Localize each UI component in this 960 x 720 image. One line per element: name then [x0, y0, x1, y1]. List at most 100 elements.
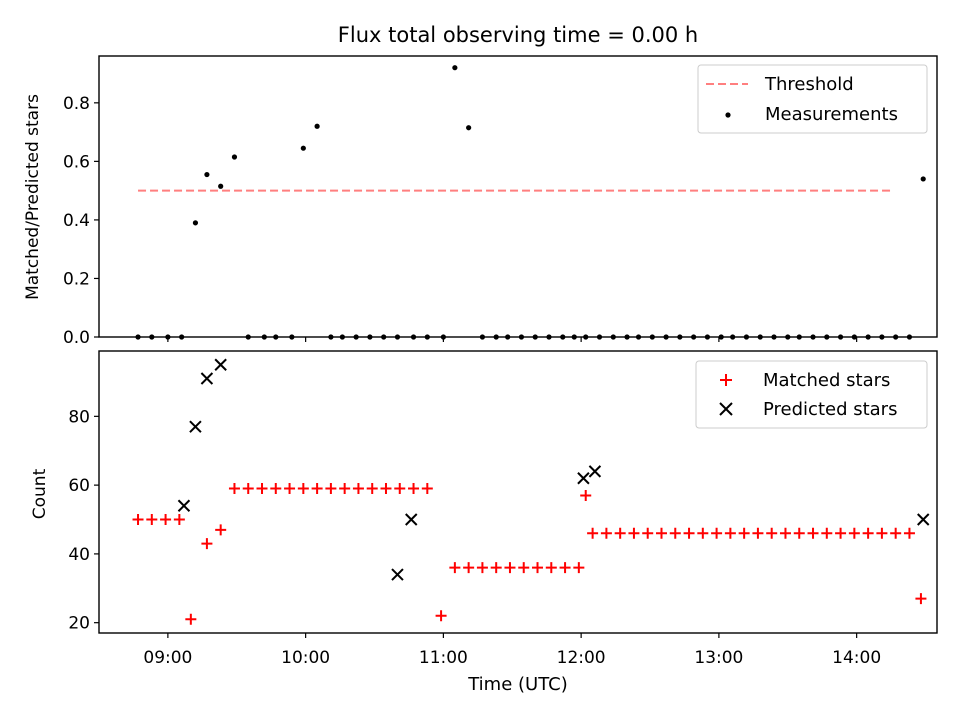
- top-plot-frame: [98, 55, 938, 338]
- measurement-point: [493, 334, 499, 340]
- matched-star-point: [642, 527, 654, 539]
- matched-star-point: [807, 527, 819, 539]
- matched-star-point: [915, 593, 927, 605]
- matched-star-point: [614, 527, 626, 539]
- matched-star-point: [449, 562, 461, 574]
- top-legend-box: [697, 64, 928, 134]
- top-y-tick-label: 0.0: [63, 328, 90, 348]
- bottom-plot-frame: [98, 350, 938, 634]
- matched-star-point: [890, 527, 902, 539]
- x-tick-label: 10:00: [281, 648, 330, 668]
- measurement-point: [518, 334, 525, 340]
- measurement-point: [730, 334, 736, 340]
- matched-star-point: [504, 562, 516, 574]
- matched-star-point: [600, 527, 612, 539]
- matched-star-point: [242, 483, 254, 495]
- measurement-point: [339, 334, 345, 340]
- matched-star-point: [545, 562, 557, 574]
- matched-star-point: [146, 514, 158, 526]
- measurement-point: [479, 334, 486, 340]
- predicted-star-point: [177, 499, 191, 512]
- measurement-point: [466, 125, 472, 131]
- measurement-point: [624, 334, 630, 340]
- matched-star-point: [173, 514, 185, 526]
- bottom-legend-box: [695, 360, 928, 429]
- measurement-point: [204, 171, 210, 178]
- matched-star-point: [463, 562, 475, 574]
- matched-star-point: [132, 514, 144, 526]
- matched-legend-swatch: [720, 374, 732, 386]
- predicted-star-point: [189, 420, 202, 433]
- measurements-legend-swatch: [725, 112, 731, 118]
- measurement-point: [743, 334, 750, 340]
- measurement-point: [165, 334, 171, 340]
- matched-star-point: [724, 527, 736, 539]
- x-tick-label: 14:00: [832, 648, 881, 668]
- top-legend: Threshold Measurements: [697, 64, 928, 134]
- predicted-star-point: [577, 472, 590, 485]
- measurement-point: [824, 334, 830, 340]
- matched-star-point: [201, 538, 213, 550]
- measurement-point: [410, 334, 417, 340]
- bottom-y-tick-label: 40: [68, 545, 90, 565]
- predicted-star-point: [917, 513, 930, 526]
- matched-star-point: [325, 483, 337, 495]
- measurement-point: [440, 334, 446, 340]
- measurement-point: [583, 334, 589, 340]
- bottom-y-axis-label: Count: [30, 468, 50, 519]
- bottom-y-tick-label: 20: [68, 614, 90, 634]
- measurement-point: [314, 123, 320, 129]
- matched-star-point: [270, 483, 282, 495]
- measurement-point: [218, 183, 224, 189]
- matched-star-point: [587, 527, 599, 539]
- matched-star-point: [256, 483, 268, 495]
- matched-star-point: [394, 483, 406, 495]
- measurement-point: [906, 334, 913, 340]
- chart-title: Flux total observing time = 0.00 h: [338, 23, 698, 47]
- measurement-point: [704, 334, 711, 340]
- predicted-star-point: [200, 372, 214, 385]
- matched-star-point: [835, 527, 847, 539]
- matched-star-point: [490, 562, 502, 574]
- matched-star-point: [821, 527, 833, 539]
- measurement-point: [231, 154, 238, 160]
- measurement-point: [149, 334, 155, 340]
- measurement-point: [879, 334, 885, 340]
- top-y-tick-label: 0.6: [63, 152, 90, 172]
- x-tick-label: 12:00: [557, 648, 606, 668]
- matched-star-point: [628, 527, 640, 539]
- matched-star-point: [532, 562, 544, 574]
- matched-star-point: [518, 562, 530, 574]
- measurement-point: [367, 334, 373, 340]
- threshold-legend-label: Threshold: [764, 74, 854, 95]
- matched-star-point: [683, 527, 695, 539]
- measurement-point: [505, 334, 511, 340]
- measurement-point: [649, 334, 655, 340]
- matched-star-point: [380, 483, 392, 495]
- measurement-point: [757, 334, 763, 340]
- measurement-point: [785, 334, 791, 340]
- matched-star-point: [215, 524, 227, 536]
- matched-star-point: [876, 527, 888, 539]
- bottom-legend: Matched stars Predicted stars: [695, 360, 928, 429]
- measurement-point: [245, 334, 251, 340]
- top-y-tick-label: 0.4: [63, 211, 90, 231]
- matched-star-point: [862, 527, 874, 539]
- measurement-point: [289, 334, 295, 340]
- predicted-legend-label: Predicted stars: [763, 399, 897, 420]
- measurement-point: [135, 334, 141, 340]
- matched-star-point: [752, 527, 764, 539]
- measurement-point: [851, 334, 857, 340]
- measurement-point: [424, 334, 430, 340]
- bottom-y-tick-label: 60: [68, 476, 90, 496]
- predicted-star-point: [588, 465, 602, 478]
- matched-star-point: [848, 527, 860, 539]
- measurement-point: [596, 334, 603, 340]
- measurement-point: [273, 334, 279, 340]
- measurement-point: [796, 334, 802, 340]
- x-tick-label: 11:00: [419, 648, 468, 668]
- measurement-point: [353, 334, 359, 340]
- matched-star-point: [711, 527, 723, 539]
- matched-star-point: [476, 562, 488, 574]
